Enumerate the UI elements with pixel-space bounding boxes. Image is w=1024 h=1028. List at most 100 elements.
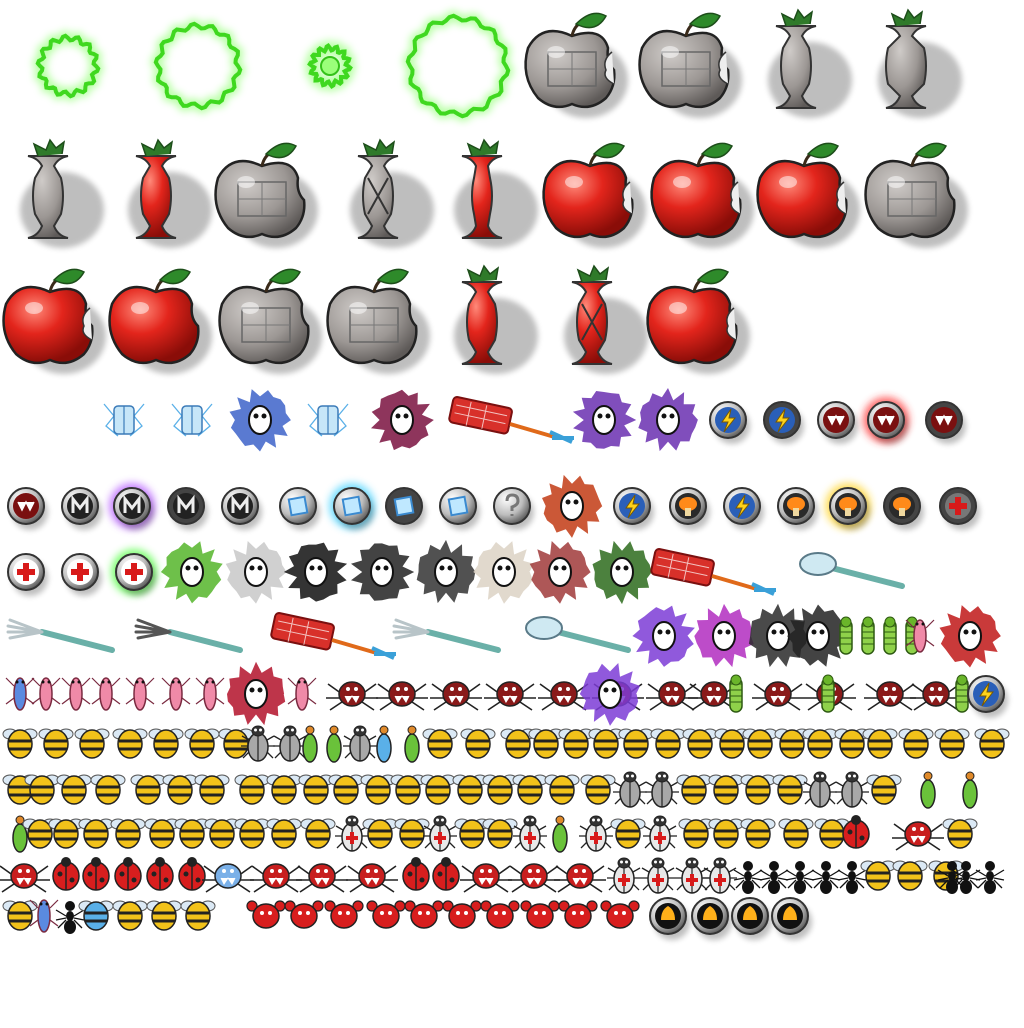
sprite-bee (893, 861, 927, 890)
sprite-pod-green (327, 726, 341, 762)
sprite-swatter-red (651, 548, 776, 594)
sprite-beetle-red (423, 729, 457, 758)
sprite-ladybug (433, 857, 459, 890)
sprite-beetle-grey-small (611, 819, 645, 848)
sprite-beetle-green (935, 729, 969, 758)
sprite-ladybug (179, 857, 205, 890)
sprite-steel-core-wide (878, 10, 962, 118)
sprite-spoon (526, 617, 628, 650)
sprite-larva (884, 617, 896, 654)
sprite-spider-mouth (430, 682, 482, 710)
sprite-medic-beetle (675, 858, 709, 893)
sprite-medic-beetle (607, 858, 641, 893)
sprite-steel-apple (640, 13, 742, 118)
sprite-larva (730, 675, 742, 712)
sprite-beetle-green (195, 775, 229, 804)
sprite-shrimp-blue (6, 678, 34, 710)
sprite-beetle-lightning (113, 729, 147, 758)
sprite-steel-apple-leaf (866, 143, 968, 248)
sprite-beetle-blue (741, 819, 775, 848)
sprite-swatter-red (271, 612, 396, 658)
sprite-beetle-red (25, 775, 59, 804)
sprite-larva (862, 617, 874, 654)
sprite-badge-cross (8, 554, 48, 596)
sprite-splat-red (227, 662, 285, 725)
sprite-badge-mouth (8, 488, 48, 530)
sprite-steel-apple-leaf (216, 143, 318, 248)
sprite-steel-core (768, 10, 852, 118)
sprite-splat-bug-green (573, 391, 636, 449)
sprite-shrimp-pink (196, 678, 224, 710)
sprite-bee (147, 901, 181, 930)
sprite-beetle-blue (709, 819, 743, 848)
sprite-spider-mouth (864, 682, 916, 710)
sprite-badge-cross-glow (111, 549, 157, 596)
sprite-beetle-dark (111, 819, 145, 848)
sprite-badge-ice (280, 488, 320, 530)
sprite-badge-lightning-dark (764, 402, 804, 444)
sprite-beetle-quad (683, 729, 717, 758)
sprite-beetle-blue-robo (581, 775, 615, 804)
sprite-beetle-red (863, 729, 897, 758)
sprite-glow-orb (310, 46, 351, 87)
sprite-crab (481, 901, 519, 928)
sprite-beetle-grey-small (79, 819, 113, 848)
sprite-crab (247, 901, 285, 928)
sprite-beetle-grey (175, 819, 209, 848)
sprite-spider-red (296, 864, 348, 892)
sprite-bee (861, 861, 895, 890)
sprite-splat-purple (580, 663, 640, 726)
sprite-beetle-quad (803, 729, 837, 758)
sprite-badge-mouth (818, 402, 858, 444)
sprite-steel-core-x (350, 140, 434, 248)
sprite-red-core-thin (454, 140, 538, 248)
sprite-red-core-x (564, 266, 648, 374)
sprite-badge-bomb-glow (825, 483, 871, 530)
sprite-red-apple (652, 143, 754, 248)
sprite-medic-beetle (643, 816, 677, 851)
sprite-shock-bug-alt (308, 404, 348, 436)
sprite-badge-mouth-glow (863, 397, 909, 444)
sprite-fork (8, 620, 112, 650)
sprite-beetle-green (529, 729, 563, 758)
sprite-beetle-lightning (185, 729, 219, 758)
sprite-beetle-brown (299, 775, 333, 804)
sprite-ladybug (147, 857, 173, 890)
sprite-shrimp-pink (62, 678, 90, 710)
sprite-crab (367, 901, 405, 928)
sprite-splat-lightning (351, 543, 414, 600)
sprite-beetle-brown (545, 775, 579, 804)
sprite-larva (822, 675, 834, 712)
sprite-badge-cross-dark (940, 488, 980, 530)
sprite-splat-purple (632, 606, 695, 667)
sprite-beetle-blue-robo (391, 775, 425, 804)
sprite-badge-cross (62, 554, 102, 596)
sprite-crab (601, 901, 639, 928)
sprite-fork-dark (136, 620, 240, 650)
sprite-ant (786, 861, 814, 894)
sprite-robot-beetle (645, 772, 679, 807)
sprite-red-core (128, 140, 212, 248)
sprite-crab (521, 901, 559, 928)
sprite-steel-core (20, 140, 104, 248)
sprite-beetle-purple (943, 819, 977, 848)
sprite-glow-ring (156, 24, 240, 108)
sprite-beetle-dark (235, 819, 269, 848)
sprite-ant (976, 861, 1004, 894)
sprite-shrimp-blue (30, 900, 58, 932)
sprite-swatter-red (449, 396, 574, 442)
sprite-beetle-lightning (75, 729, 109, 758)
sprite-larva (840, 617, 852, 654)
sprite-beetle-blue-robo (361, 775, 395, 804)
sprite-splat-spider-red (940, 605, 1002, 667)
sprite-badge-lightning-small (968, 676, 1008, 718)
sprite-badge-ice (440, 488, 480, 530)
sprite-pod-blue (377, 726, 391, 762)
sprite-spider-mouth (910, 682, 962, 710)
sprite-ladybug (403, 857, 429, 890)
sprite-badge-lightning (724, 488, 764, 530)
sprite-badge-question (494, 488, 534, 530)
sprite-beetle-dark (267, 819, 301, 848)
sprite-badge-fire (692, 898, 732, 940)
